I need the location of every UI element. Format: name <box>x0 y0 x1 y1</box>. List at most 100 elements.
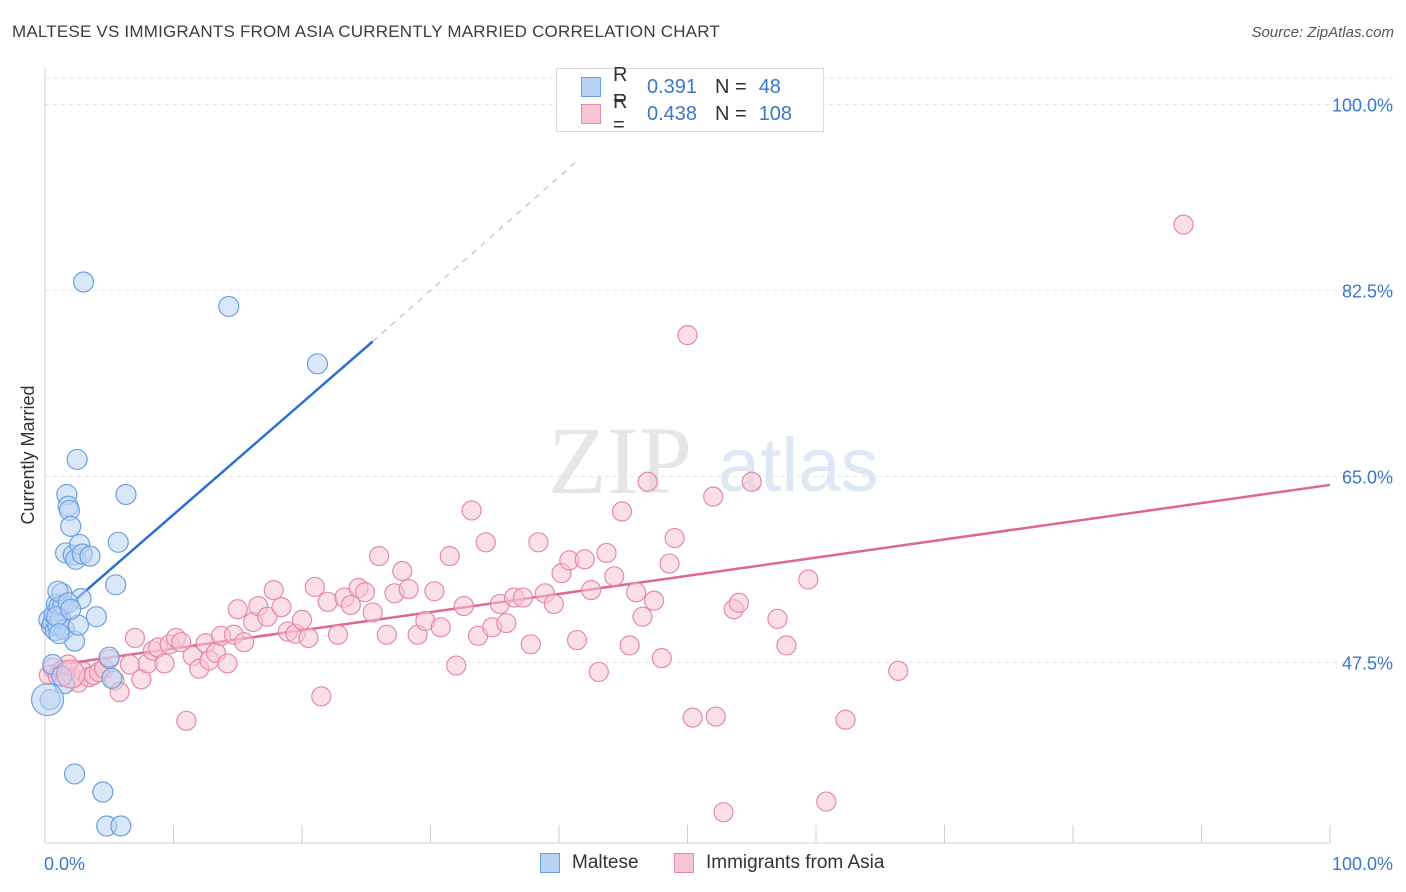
point-maltese <box>66 448 88 471</box>
point-asia <box>664 527 685 549</box>
trend-lines <box>44 159 1331 668</box>
point-maltese <box>85 606 108 628</box>
correlation-legend: R = 0.391 N = 48 R = 0.438 N = 108 <box>556 64 824 136</box>
point-asia <box>659 553 680 574</box>
point-asia <box>171 632 192 653</box>
data-points <box>30 214 1194 837</box>
point-asia <box>439 546 460 567</box>
trend-line-maltese <box>44 340 374 628</box>
legend-item-maltese[interactable]: Maltese <box>540 852 639 874</box>
legend-swatch-maltese <box>581 77 601 97</box>
legend-r-value: 0.438 <box>647 102 698 125</box>
point-maltese <box>107 531 129 553</box>
point-asia <box>369 546 390 567</box>
point-asia <box>520 634 541 655</box>
point-asia <box>291 609 313 630</box>
point-asia <box>651 648 672 669</box>
legend-n-label: N = <box>715 102 747 125</box>
legend-row-asia: R = 0.438 N = 108 <box>581 91 795 136</box>
point-asia <box>453 595 475 617</box>
point-asia <box>362 602 383 623</box>
point-asia <box>154 653 175 674</box>
point-asia <box>888 660 909 681</box>
legend-row-maltese: R = 0.391 N = 48 <box>581 64 795 109</box>
point-maltese <box>48 623 70 645</box>
point-asia <box>446 655 467 676</box>
legend-item-asia[interactable]: Immigrants from Asia <box>674 852 884 874</box>
point-asia <box>528 532 549 553</box>
watermark: ZIP atlas <box>548 407 879 514</box>
x-tick-label: 100.0% <box>1332 854 1393 874</box>
point-asia <box>217 653 238 674</box>
point-asia <box>604 566 625 587</box>
point-asia <box>1173 214 1194 235</box>
point-maltese <box>115 483 137 506</box>
legend-label-asia: Immigrants from Asia <box>706 852 885 873</box>
point-asia <box>227 599 248 620</box>
point-asia <box>304 576 325 598</box>
point-maltese <box>101 667 123 689</box>
trend-line-maltese-extension <box>372 159 579 342</box>
point-asia <box>682 707 703 728</box>
point-asia <box>816 791 837 812</box>
point-asia <box>430 617 451 638</box>
point-asia <box>703 486 724 507</box>
point-asia <box>637 471 658 492</box>
point-asia <box>56 659 86 689</box>
point-asia <box>340 594 361 616</box>
point-asia <box>257 606 278 627</box>
point-asia <box>376 624 397 645</box>
point-asia <box>461 500 482 521</box>
source-label: Source: ZipAtlas.com <box>1251 24 1394 41</box>
point-maltese <box>98 646 120 668</box>
point-maltese <box>60 515 82 537</box>
point-asia <box>317 591 338 612</box>
point-maltese <box>60 598 82 620</box>
point-asia <box>798 569 819 590</box>
tick-labels: 47.5% 65.0% 82.5% 100.0% 0.0% 100.0% <box>44 96 1393 874</box>
point-asia <box>741 471 762 492</box>
point-asia <box>677 325 698 346</box>
legend-swatch-asia <box>581 104 601 124</box>
point-asia <box>271 597 292 618</box>
y-tick-label: 100.0% <box>1332 96 1393 116</box>
legend-label-maltese: Maltese <box>572 852 639 873</box>
point-asia <box>643 590 665 611</box>
trend-line-asia <box>44 483 1331 668</box>
point-asia <box>625 582 647 603</box>
legend-n-value: 48 <box>758 75 781 98</box>
point-maltese <box>72 271 95 293</box>
point-asia <box>496 612 517 634</box>
point-asia <box>728 592 750 613</box>
point-asia <box>705 706 726 727</box>
watermark-zip: ZIP <box>548 407 692 514</box>
point-asia <box>619 635 640 656</box>
point-asia <box>392 560 413 582</box>
point-asia <box>713 802 734 823</box>
point-asia <box>632 606 653 627</box>
point-maltese <box>306 353 329 375</box>
point-maltese <box>105 574 127 596</box>
point-asia <box>263 580 284 601</box>
point-asia <box>124 627 146 649</box>
point-asia <box>543 593 564 615</box>
legend-r-label: R = <box>613 64 628 109</box>
point-asia <box>512 587 534 608</box>
legend-r-label: R = <box>613 91 628 136</box>
point-maltese <box>110 815 132 837</box>
point-asia <box>176 710 197 731</box>
point-asia <box>574 549 595 570</box>
point-asia <box>835 709 856 730</box>
point-asia <box>298 627 319 649</box>
legend-n-value: 108 <box>758 102 793 125</box>
point-maltese <box>63 763 86 785</box>
y-tick-label: 47.5% <box>1342 653 1393 673</box>
point-asia <box>398 578 419 600</box>
point-asia <box>776 635 797 656</box>
point-asia <box>767 608 788 629</box>
point-asia <box>311 686 332 707</box>
point-asia <box>588 661 609 683</box>
series-legend: Maltese Immigrants from Asia <box>0 852 1406 878</box>
point-maltese <box>218 295 240 318</box>
point-asia <box>475 532 496 553</box>
